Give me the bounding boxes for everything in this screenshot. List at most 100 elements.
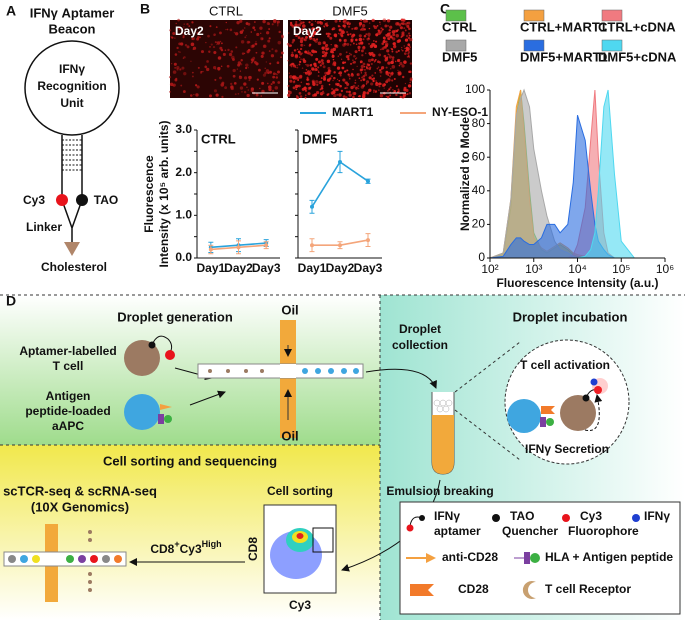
legend-text: TAO (510, 509, 534, 523)
cell (214, 78, 217, 81)
cell (341, 66, 345, 70)
cell (310, 53, 314, 57)
step-label: Cell sorting (267, 484, 333, 498)
point (338, 243, 342, 248)
t-cell (560, 395, 596, 431)
cell (401, 35, 404, 38)
cell (378, 82, 382, 86)
cell (215, 93, 219, 97)
point (264, 243, 269, 248)
cell (298, 75, 303, 80)
point (310, 204, 314, 209)
cell (287, 60, 289, 62)
cell (216, 41, 221, 45)
cell (181, 32, 184, 35)
cell (255, 62, 259, 66)
cell (342, 43, 346, 47)
cell (373, 44, 378, 48)
label: Cy3 (23, 193, 45, 207)
cell (236, 20, 240, 25)
cell (320, 93, 322, 96)
cell (314, 39, 318, 43)
cell (407, 32, 411, 35)
cell (250, 58, 254, 62)
cy3-icon (562, 514, 570, 522)
cell (395, 50, 398, 54)
cell (216, 43, 218, 46)
cell (246, 86, 248, 89)
cell (362, 78, 365, 81)
cd28 (541, 406, 555, 414)
cell (338, 20, 341, 23)
cell (333, 94, 337, 98)
cell (197, 66, 200, 69)
cell (353, 92, 357, 96)
cell (401, 31, 405, 35)
cell (408, 70, 412, 74)
cell (336, 88, 339, 92)
cell (250, 31, 253, 33)
cell (240, 63, 243, 66)
cell (289, 75, 293, 79)
cell (358, 22, 363, 26)
cell (403, 60, 407, 64)
cell (275, 73, 277, 75)
cell (277, 81, 281, 84)
cell (375, 82, 379, 87)
cell (342, 20, 345, 23)
y-tick-label: 60 (472, 149, 486, 163)
cell (355, 38, 358, 42)
x-tick-label: 10⁴ (568, 262, 587, 276)
cell (364, 73, 368, 77)
cell (289, 23, 293, 27)
stem (61, 135, 83, 242)
cell (260, 32, 262, 35)
cell (397, 88, 400, 91)
cell (225, 28, 227, 31)
cell (367, 37, 370, 40)
cell (325, 47, 329, 51)
cell (296, 48, 299, 51)
cell (386, 79, 388, 81)
cell (361, 76, 364, 79)
cell (236, 68, 238, 70)
cell (364, 69, 366, 71)
cell (399, 95, 402, 99)
facs-axis: CD8 (246, 537, 260, 561)
cell (346, 55, 350, 59)
cell (409, 81, 411, 84)
y-axis-label: Fluorescence (142, 155, 156, 233)
cell (239, 75, 241, 78)
cell (179, 51, 181, 53)
cells-in-channel (208, 369, 264, 373)
cell (183, 56, 186, 59)
cell (248, 40, 251, 44)
cell (267, 39, 271, 43)
cell (357, 47, 360, 50)
y-tick-label: 80 (472, 116, 486, 130)
cell (176, 46, 179, 50)
cell (401, 22, 405, 26)
cell (221, 95, 224, 98)
point (366, 238, 370, 243)
y-axis-label: Intensity (x 10⁵ arb. units) (157, 120, 171, 267)
hla-icon (530, 553, 540, 563)
cell (208, 50, 211, 53)
cell (346, 82, 350, 86)
cell (296, 66, 299, 69)
cell (259, 26, 263, 30)
gate-part: + (174, 539, 179, 549)
legend-text: HLA + Antigen peptide (545, 550, 673, 564)
cell (288, 90, 292, 95)
cell (243, 76, 248, 80)
cell (288, 72, 290, 74)
cell (407, 52, 410, 55)
cell (340, 89, 344, 93)
cell (311, 68, 315, 71)
cell (365, 33, 368, 36)
cell (294, 23, 298, 27)
cell (256, 32, 260, 37)
cell (391, 65, 396, 69)
panel-letter: C (440, 1, 450, 17)
legend-label: CTRL+MART1 (520, 19, 607, 34)
